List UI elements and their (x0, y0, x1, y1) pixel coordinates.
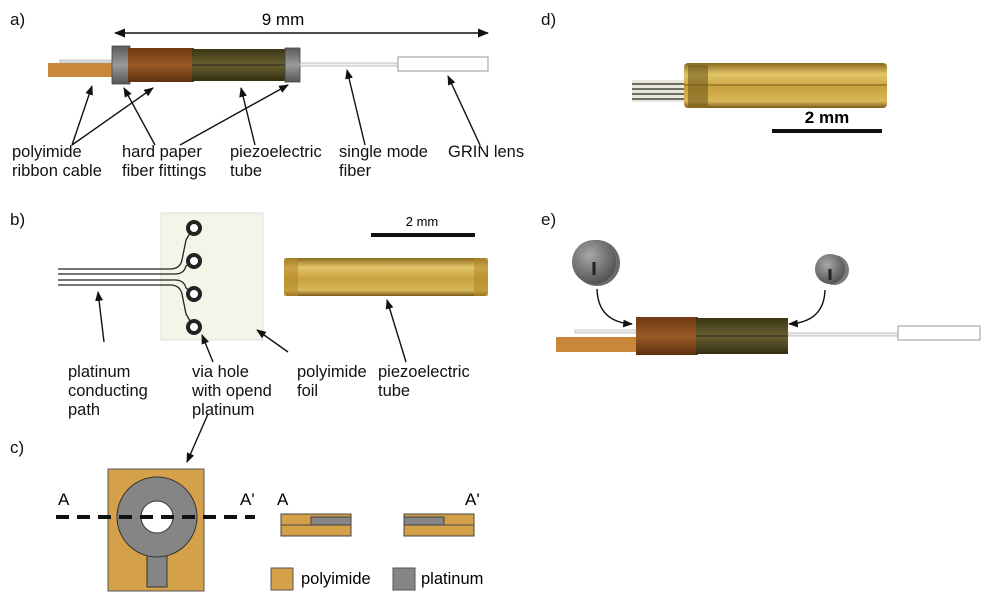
legend-swatch-platinum (392, 567, 416, 591)
panel-b-device (58, 212, 488, 463)
legend-label-platinum: platinum (421, 570, 483, 588)
cross-label-a: A (277, 490, 289, 509)
via-holes (186, 220, 202, 335)
scale-label-d: 2 mm (805, 108, 849, 127)
panel-c-via-schematic (56, 468, 475, 592)
legend-label-polyimide: polyimide (301, 570, 371, 588)
legend-swatch-polyimide (270, 567, 294, 591)
section-label-a: A (58, 490, 70, 509)
label-fiber-fittings: hard paper fiber fittings (122, 143, 207, 180)
fiber-fitting-left (111, 45, 131, 85)
label-piezo-tube-a: piezoelectric tube (230, 143, 322, 180)
label-ribbon-cable: polyimide ribbon cable (12, 143, 102, 180)
panel-label-d: d) (541, 10, 557, 29)
single-mode-fiber (299, 62, 401, 67)
cross-section-right (403, 513, 475, 537)
label-via-hole: via hole with opend platinum (192, 363, 272, 419)
label-grin-lens: GRIN lens (448, 143, 525, 161)
grin-lens (397, 56, 489, 72)
panel-e-render (556, 240, 981, 355)
cross-section-left (280, 513, 352, 537)
panel-label-e: e) (541, 210, 557, 229)
fiber-fitting-right (284, 47, 301, 83)
hard-paper-fitting (128, 48, 194, 82)
label-piezo-tube-b: piezoelectric tube (378, 363, 470, 400)
panel-d-photo (632, 63, 887, 133)
polyimide-foil (160, 212, 264, 341)
section-label-a-prime: A' (240, 490, 255, 509)
conducting-paths (58, 227, 194, 327)
piezo-tube-photo (284, 258, 488, 296)
label-conducting-path: platinum conducting path (68, 363, 148, 419)
panel-label-b: b) (10, 210, 26, 229)
fitting-disc-right (815, 254, 849, 285)
scale-label-b: 2 mm (406, 214, 439, 229)
panel-a-device (48, 28, 490, 146)
panel-label-a: a) (10, 10, 26, 29)
label-single-mode-fiber: single mode fiber (339, 143, 428, 180)
panel-label-c: c) (10, 438, 25, 457)
label-polyimide-foil: polyimide foil (297, 363, 367, 400)
dimension-label: 9 mm (262, 10, 305, 29)
ribbon-cable (48, 63, 118, 77)
fitting-disc-left (572, 240, 620, 286)
cross-label-a-prime: A' (465, 490, 480, 509)
